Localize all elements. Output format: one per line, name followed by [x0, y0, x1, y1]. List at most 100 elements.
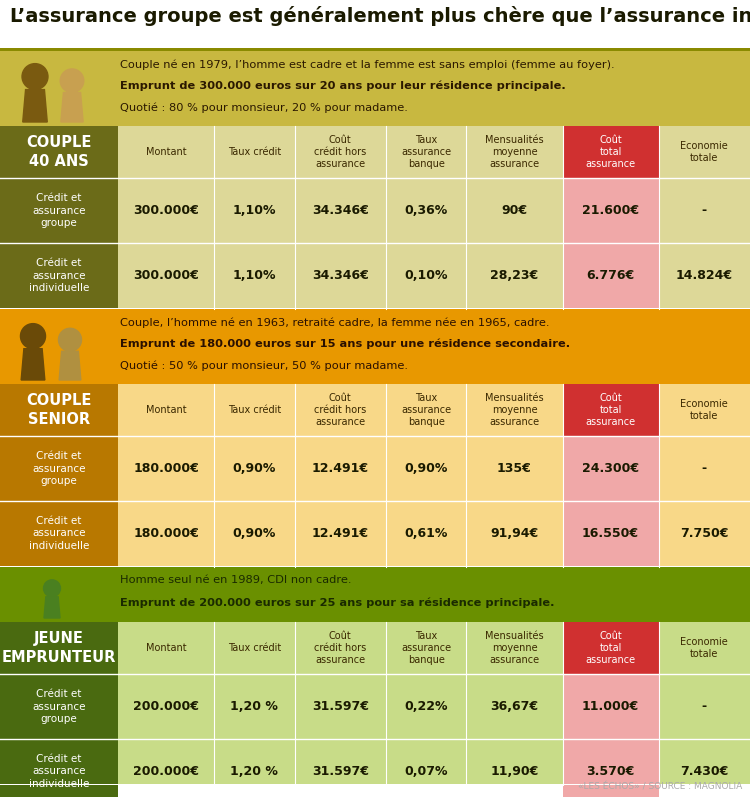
Text: «LES ÉCHOS» / SOURCE : MAGNOLIA: «LES ÉCHOS» / SOURCE : MAGNOLIA [578, 782, 742, 791]
Text: 135€: 135€ [497, 462, 532, 475]
Text: 36,67€: 36,67€ [490, 700, 538, 713]
Text: Coût
crédit hors
assurance: Coût crédit hors assurance [314, 135, 367, 169]
Bar [562, 126, 658, 178]
Text: 200.000€: 200.000€ [133, 700, 199, 713]
Text: Crédit et
assurance
groupe: Crédit et assurance groupe [32, 450, 86, 486]
Text: 34.346€: 34.346€ [312, 269, 369, 282]
Text: Montant: Montant [146, 147, 186, 157]
Bar [0, 622, 118, 674]
Text: 0,90%: 0,90% [404, 462, 448, 475]
Bar [0, 501, 118, 566]
Text: 3.570€: 3.570€ [586, 765, 634, 778]
Text: 12.491€: 12.491€ [312, 462, 369, 475]
Text: 7.430€: 7.430€ [680, 765, 728, 778]
Text: 0,90%: 0,90% [232, 527, 276, 540]
Bar [466, 384, 562, 436]
Text: Economie
totale: Economie totale [680, 141, 728, 163]
Bar [562, 384, 658, 436]
Text: 24.300€: 24.300€ [582, 462, 639, 475]
Bar [295, 126, 386, 178]
Bar [118, 622, 214, 674]
Circle shape [44, 580, 61, 597]
Text: Taux crédit: Taux crédit [228, 147, 281, 157]
Bar [295, 384, 386, 436]
Bar [118, 126, 214, 178]
Bar [0, 126, 750, 309]
Text: 12.491€: 12.491€ [312, 527, 369, 540]
Text: Crédit et
assurance
groupe: Crédit et assurance groupe [32, 193, 86, 228]
Bar [658, 384, 750, 436]
Bar [0, 308, 750, 309]
Text: Montant: Montant [146, 405, 186, 415]
Text: 180.000€: 180.000€ [133, 527, 199, 540]
Text: Crédit et
assurance
individuelle: Crédit et assurance individuelle [28, 257, 89, 293]
Bar [0, 178, 118, 243]
Bar [562, 739, 658, 797]
Bar [0, 126, 118, 178]
Bar [562, 178, 658, 243]
Text: Crédit et
assurance
groupe: Crédit et assurance groupe [32, 689, 86, 724]
Bar [386, 126, 466, 178]
Bar [562, 674, 658, 739]
Text: 300.000€: 300.000€ [133, 269, 199, 282]
Bar [214, 622, 295, 674]
Bar [0, 783, 750, 785]
Text: Crédit et
assurance
individuelle: Crédit et assurance individuelle [28, 754, 89, 789]
Bar [0, 126, 118, 309]
Bar [118, 384, 214, 436]
Text: Economie
totale: Economie totale [680, 399, 728, 421]
Text: 180.000€: 180.000€ [133, 462, 199, 475]
Bar [214, 384, 295, 436]
Bar [0, 739, 118, 797]
Text: 1,10%: 1,10% [232, 269, 276, 282]
Text: Coût
crédit hors
assurance: Coût crédit hors assurance [314, 393, 367, 427]
Bar [0, 436, 118, 501]
Text: -: - [702, 204, 706, 217]
Text: Crédit et
assurance
individuelle: Crédit et assurance individuelle [28, 516, 89, 552]
Text: 91,94€: 91,94€ [490, 527, 538, 540]
Text: 7.750€: 7.750€ [680, 527, 728, 540]
Text: -: - [702, 462, 706, 475]
Polygon shape [61, 92, 83, 122]
Text: L’assurance groupe est généralement plus chère que l’assurance individuelle: L’assurance groupe est généralement plus… [10, 6, 750, 26]
Text: 0,07%: 0,07% [404, 765, 448, 778]
Bar [0, 51, 750, 126]
Bar [0, 309, 750, 384]
Circle shape [58, 328, 82, 351]
Bar [0, 384, 118, 567]
Text: Mensualités
moyenne
assurance: Mensualités moyenne assurance [485, 135, 544, 169]
Text: Mensualités
moyenne
assurance: Mensualités moyenne assurance [485, 393, 544, 427]
Circle shape [60, 69, 84, 92]
Text: Taux crédit: Taux crédit [228, 643, 281, 653]
Text: Emprunt de 300.000 euros sur 20 ans pour leur résidence principale.: Emprunt de 300.000 euros sur 20 ans pour… [120, 80, 566, 91]
Bar [466, 126, 562, 178]
Bar [0, 0, 750, 48]
Text: 0,90%: 0,90% [232, 462, 276, 475]
Bar [466, 622, 562, 674]
Bar [0, 567, 750, 622]
Text: COUPLE
40 ANS: COUPLE 40 ANS [26, 135, 92, 169]
Text: 0,36%: 0,36% [404, 204, 448, 217]
Bar [0, 243, 118, 308]
Text: 31.597€: 31.597€ [312, 765, 369, 778]
Text: Coût
total
assurance: Coût total assurance [586, 393, 635, 427]
Polygon shape [59, 351, 81, 380]
Polygon shape [22, 89, 47, 122]
Bar [658, 126, 750, 178]
Text: JEUNE
EMPRUNTEUR: JEUNE EMPRUNTEUR [2, 631, 116, 665]
Text: 200.000€: 200.000€ [133, 765, 199, 778]
Text: Homme seul né en 1989, CDI non cadre.: Homme seul né en 1989, CDI non cadre. [120, 575, 352, 585]
Text: 34.346€: 34.346€ [312, 204, 369, 217]
Text: COUPLE
SENIOR: COUPLE SENIOR [26, 393, 92, 427]
Text: 0,61%: 0,61% [404, 527, 448, 540]
Text: 21.600€: 21.600€ [582, 204, 639, 217]
Bar [658, 622, 750, 674]
Text: -: - [702, 700, 706, 713]
Text: Coût
crédit hors
assurance: Coût crédit hors assurance [314, 631, 367, 665]
Text: 14.824€: 14.824€ [676, 269, 733, 282]
Text: 1,20 %: 1,20 % [230, 700, 278, 713]
Bar [0, 622, 750, 785]
Text: 0,22%: 0,22% [404, 700, 448, 713]
Text: Montant: Montant [146, 643, 186, 653]
Text: Coût
total
assurance: Coût total assurance [586, 135, 635, 169]
